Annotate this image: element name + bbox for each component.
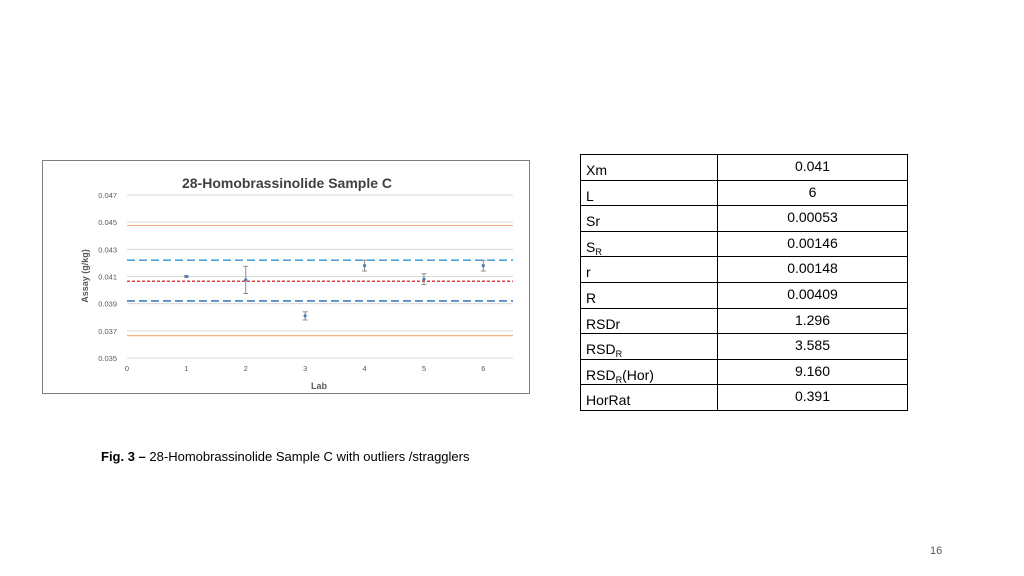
stat-key-main: Xm (586, 162, 607, 178)
table-row: r 0.00148 (580, 256, 908, 283)
table-row: R 0.00409 (580, 281, 908, 309)
stat-key: R (580, 281, 718, 309)
table-row: RSDR(Hor) 9.160 (580, 358, 908, 386)
x-tick-label: 6 (481, 364, 485, 373)
stat-key-main: R (586, 289, 597, 306)
stat-key-main: S (586, 238, 596, 255)
stat-key: Sr (580, 205, 718, 232)
data-point (184, 274, 188, 279)
figure-caption: Fig. 3 – 28-Homobrassinolide Sample C wi… (101, 449, 470, 464)
data-point (362, 264, 367, 268)
stat-key-main: L (586, 187, 594, 204)
x-tick-label: 1 (184, 364, 188, 373)
table-row: HorRat 0.391 (580, 384, 908, 411)
stat-key-subscript: R (595, 246, 602, 257)
table-row: RSDR 3.585 (580, 333, 908, 360)
y-tick-label: 0.039 (98, 300, 117, 309)
x-tick-label: 3 (303, 364, 307, 373)
stat-value: 1.296 (717, 307, 908, 335)
chart-frame: 0.035 0.037 0.039 0.041 0.043 0.045 0.047 0 1 2 3 4… (42, 160, 530, 394)
stat-key-main: RSD (586, 366, 616, 383)
y-tick-label: 0.043 (98, 245, 117, 254)
stat-key: Xm (580, 154, 718, 181)
stat-key: r (580, 256, 718, 283)
stat-value: 3.585 (717, 333, 908, 360)
y-axis-label: Assay (g/kg) (80, 249, 90, 303)
stat-value: 0.00409 (717, 281, 908, 309)
stat-key: L (580, 179, 718, 207)
chart-svg: 0.035 0.037 0.039 0.041 0.043 0.045 0.047 0 1 2 3 4… (80, 175, 513, 391)
stat-key-main: Sr (586, 213, 600, 230)
stat-key: RSDR (580, 333, 718, 360)
stat-value: 0.00146 (717, 230, 908, 258)
y-tick-label: 0.041 (98, 273, 117, 282)
stat-value: 0.00053 (717, 205, 908, 232)
x-axis-label: Lab (311, 381, 328, 391)
caption-text: 28-Homobrassinolide Sample C with outlie… (145, 449, 470, 464)
stat-value: 0.391 (717, 384, 908, 411)
data-point (244, 278, 248, 282)
table-row: Sr 0.00053 (580, 205, 908, 232)
y-tick-label: 0.045 (98, 218, 117, 227)
stat-value: 0.041 (717, 154, 908, 181)
x-tick-label: 4 (362, 364, 366, 373)
stat-key-subscript: R (615, 374, 623, 385)
stat-key-main: r (586, 264, 591, 281)
y-tick-label: 0.047 (98, 191, 117, 200)
table-row: RSDr 1.296 (580, 307, 908, 335)
stat-key: SR (580, 230, 718, 258)
stat-key: HorRat (580, 384, 718, 411)
data-point (303, 314, 307, 318)
x-tick-label: 2 (244, 364, 248, 373)
stat-value: 0.00148 (717, 256, 908, 283)
stat-key: RSDr (580, 307, 718, 335)
stat-key-main: HorRat (586, 392, 631, 409)
caption-label: Fig. 3 – (101, 449, 146, 464)
data-point (422, 277, 426, 281)
y-tick-label: 0.037 (98, 327, 117, 336)
stat-value: 6 (717, 179, 908, 207)
x-tick-label: 5 (422, 364, 426, 373)
page-number: 16 (930, 545, 943, 557)
chart-title: 28-Homobrassinolide Sample C (182, 175, 392, 191)
y-tick-label: 0.035 (98, 354, 117, 363)
data-point (481, 264, 485, 268)
stats-table: Xm 0.041 L 6 Sr 0.00053 SR 0.00146 r 0.00148 R 0.00… (580, 154, 908, 411)
table-row: SR 0.00146 (580, 230, 908, 258)
stat-key: RSDR(Hor) (580, 358, 718, 386)
stat-key-suffix: (Hor) (622, 366, 654, 383)
stat-value: 9.160 (717, 358, 908, 386)
stat-key-subscript: R (615, 349, 623, 360)
stat-key-main: RSDr (586, 315, 621, 332)
stat-key-main: RSD (586, 341, 616, 358)
table-row: Xm 0.041 (580, 154, 908, 181)
x-tick-label: 0 (125, 364, 129, 373)
